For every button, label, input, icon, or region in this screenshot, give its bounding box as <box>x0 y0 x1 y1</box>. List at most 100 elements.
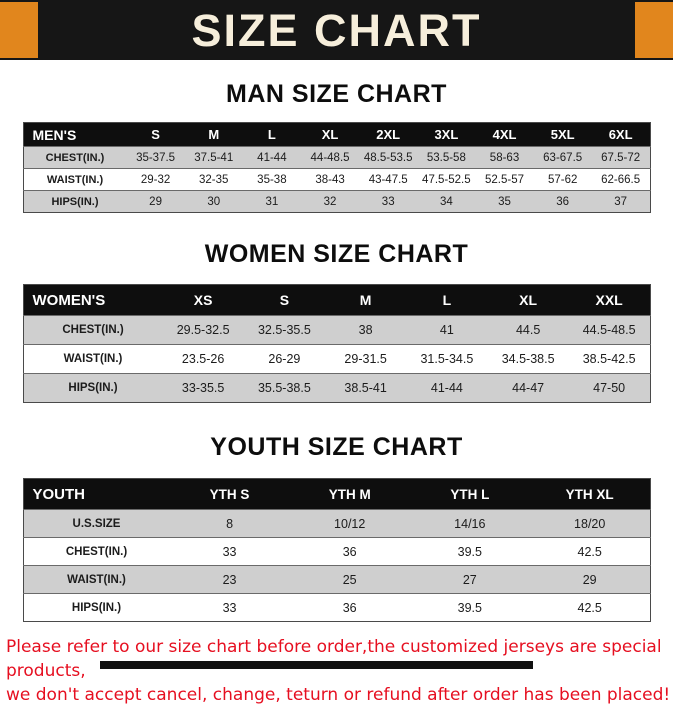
table-header-row: MEN'S S M L XL 2XL 3XL 4XL 5XL 6XL <box>23 122 650 147</box>
size-column-header: 3XL <box>434 127 459 142</box>
order-policy-line-1: Please refer to our size chart before or… <box>6 637 662 682</box>
size-value: 62-66.5 <box>591 168 650 191</box>
size-column-header: XS <box>193 292 213 308</box>
table-row: HIPS(IN.) 29 30 31 32 33 34 35 36 37 <box>23 190 650 213</box>
size-column-header: 2XL <box>376 127 401 142</box>
table-row: WAIST(IN.) 23.5-26 26-29 29-31.5 31.5-34.5 34… <box>23 344 650 374</box>
size-value: 52.5-57 <box>475 168 534 191</box>
row-label: CHEST(IN.) <box>23 315 163 345</box>
table-row: U.S.SIZE 8 10/12 14/16 18/20 <box>23 509 650 538</box>
size-value: 33 <box>169 537 290 566</box>
size-value: 35.5-38.5 <box>243 373 325 403</box>
size-column-header: S <box>151 127 160 142</box>
table-row: HIPS(IN.) 33-35.5 35.5-38.5 38.5-41 41-44 44-… <box>23 373 650 403</box>
size-value: 31 <box>242 190 301 213</box>
size-column-header: YTH M <box>328 486 371 502</box>
size-value: 33-35.5 <box>162 373 244 403</box>
size-column-header: YTH XL <box>565 486 614 502</box>
size-value: 53.5-58 <box>417 146 476 169</box>
row-label: WAIST(IN.) <box>23 344 163 374</box>
banner-left-accent-block <box>0 2 38 58</box>
size-value: 41-44 <box>406 373 488 403</box>
table-row: CHEST(IN.) 35-37.5 37.5-41 41-44 44-48.5 48.5… <box>23 146 650 169</box>
size-value: 25 <box>289 565 410 594</box>
size-value: 44-47 <box>487 373 569 403</box>
order-policy-note: Please refer to our size chart before or… <box>6 635 673 707</box>
size-value: 29 <box>126 190 185 213</box>
size-value: 35-37.5 <box>126 146 185 169</box>
size-value: 34.5-38.5 <box>487 344 569 374</box>
row-label: WAIST(IN.) <box>23 565 170 594</box>
size-column-header: YTH S <box>209 486 250 502</box>
size-value: 37.5-41 <box>184 146 243 169</box>
size-column-header: XL <box>321 127 339 142</box>
size-value: 34 <box>417 190 476 213</box>
size-column-header: XL <box>519 292 538 308</box>
size-column-header: L <box>442 292 452 308</box>
size-value: 23 <box>169 565 290 594</box>
size-column-header: M <box>359 292 372 308</box>
size-value: 44.5 <box>487 315 569 345</box>
size-value: 32-35 <box>184 168 243 191</box>
size-column-header: YTH L <box>450 486 490 502</box>
table-row: WAIST(IN.) 29-32 32-35 35-38 38-43 43-47.5 47.… <box>23 168 650 191</box>
size-value: 57-62 <box>533 168 592 191</box>
table-corner-header: MEN'S <box>32 126 77 143</box>
size-value: 39.5 <box>409 537 530 566</box>
size-column-header: 5XL <box>550 127 575 142</box>
size-value: 48.5-53.5 <box>359 146 418 169</box>
size-value: 29-32 <box>126 168 185 191</box>
row-label: CHEST(IN.) <box>23 146 127 169</box>
size-value: 31.5-34.5 <box>406 344 488 374</box>
size-value: 33 <box>169 593 290 622</box>
man-size-table: MEN'S S M L XL 2XL 3XL 4XL 5XL 6XL CHEST(IN.) 35-37… <box>22 122 651 213</box>
page-title: SIZE CHART <box>191 4 482 56</box>
size-value: 8 <box>169 509 290 538</box>
row-label: HIPS(IN.) <box>23 593 170 622</box>
youth-size-chart-section: YOUTH SIZE CHART YOUTH YTH S YTH M YTH L YTH… <box>0 433 673 622</box>
row-label: CHEST(IN.) <box>23 537 170 566</box>
row-label: HIPS(IN.) <box>23 190 127 213</box>
table-row: HIPS(IN.) 33 36 39.5 42.5 <box>23 593 650 622</box>
size-value: 58-63 <box>475 146 534 169</box>
size-column-header: S <box>279 292 290 308</box>
youth-size-table: YOUTH YTH S YTH M YTH L YTH XL U.S.SIZE 8 10/12… <box>22 478 651 622</box>
size-column-header: M <box>208 127 220 142</box>
row-label: U.S.SIZE <box>23 509 170 538</box>
table-header-row: WOMEN'S XS S M L XL XXL <box>23 284 650 316</box>
size-value: 36 <box>289 593 410 622</box>
women-size-chart-heading: WOMEN SIZE CHART <box>204 240 469 268</box>
size-value: 32.5-35.5 <box>243 315 325 345</box>
size-value: 18/20 <box>529 509 650 538</box>
size-value: 36 <box>289 537 410 566</box>
size-value: 47.5-52.5 <box>417 168 476 191</box>
size-value: 38 <box>325 315 407 345</box>
row-label: WAIST(IN.) <box>23 168 127 191</box>
size-value: 26-29 <box>243 344 325 374</box>
size-value: 10/12 <box>289 509 410 538</box>
title-banner: SIZE CHART <box>0 0 673 60</box>
man-size-chart-section: MAN SIZE CHART MEN'S S M L XL 2XL 3XL 4XL 5XL 6XL… <box>0 80 673 213</box>
size-value: 42.5 <box>529 593 650 622</box>
size-value: 41-44 <box>242 146 301 169</box>
size-value: 44-48.5 <box>300 146 360 169</box>
table-row: CHEST(IN.) 29.5-32.5 32.5-35.5 38 41 44.5 44.5… <box>23 315 650 345</box>
size-value: 27 <box>409 565 530 594</box>
size-value: 39.5 <box>409 593 530 622</box>
women-size-table: WOMEN'S XS S M L XL XXL CHEST(IN.) 29.5-32.5 32.5… <box>22 284 651 403</box>
size-value: 14/16 <box>409 509 530 538</box>
order-policy-line-2: we don't accept cancel, change, teturn o… <box>6 685 671 706</box>
table-row: CHEST(IN.) 33 36 39.5 42.5 <box>23 537 650 566</box>
youth-size-chart-heading: YOUTH SIZE CHART <box>210 433 463 461</box>
size-value: 42.5 <box>529 537 650 566</box>
size-value: 35 <box>475 190 534 213</box>
table-row: WAIST(IN.) 23 25 27 29 <box>23 565 650 594</box>
size-value: 23.5-26 <box>162 344 244 374</box>
bottom-crop-bar <box>100 661 533 669</box>
row-label: HIPS(IN.) <box>23 373 163 403</box>
size-value: 29 <box>529 565 650 594</box>
size-value: 47-50 <box>568 373 650 403</box>
table-corner-header: WOMEN'S <box>32 291 106 309</box>
size-value: 43-47.5 <box>359 168 418 191</box>
size-value: 35-38 <box>242 168 301 191</box>
